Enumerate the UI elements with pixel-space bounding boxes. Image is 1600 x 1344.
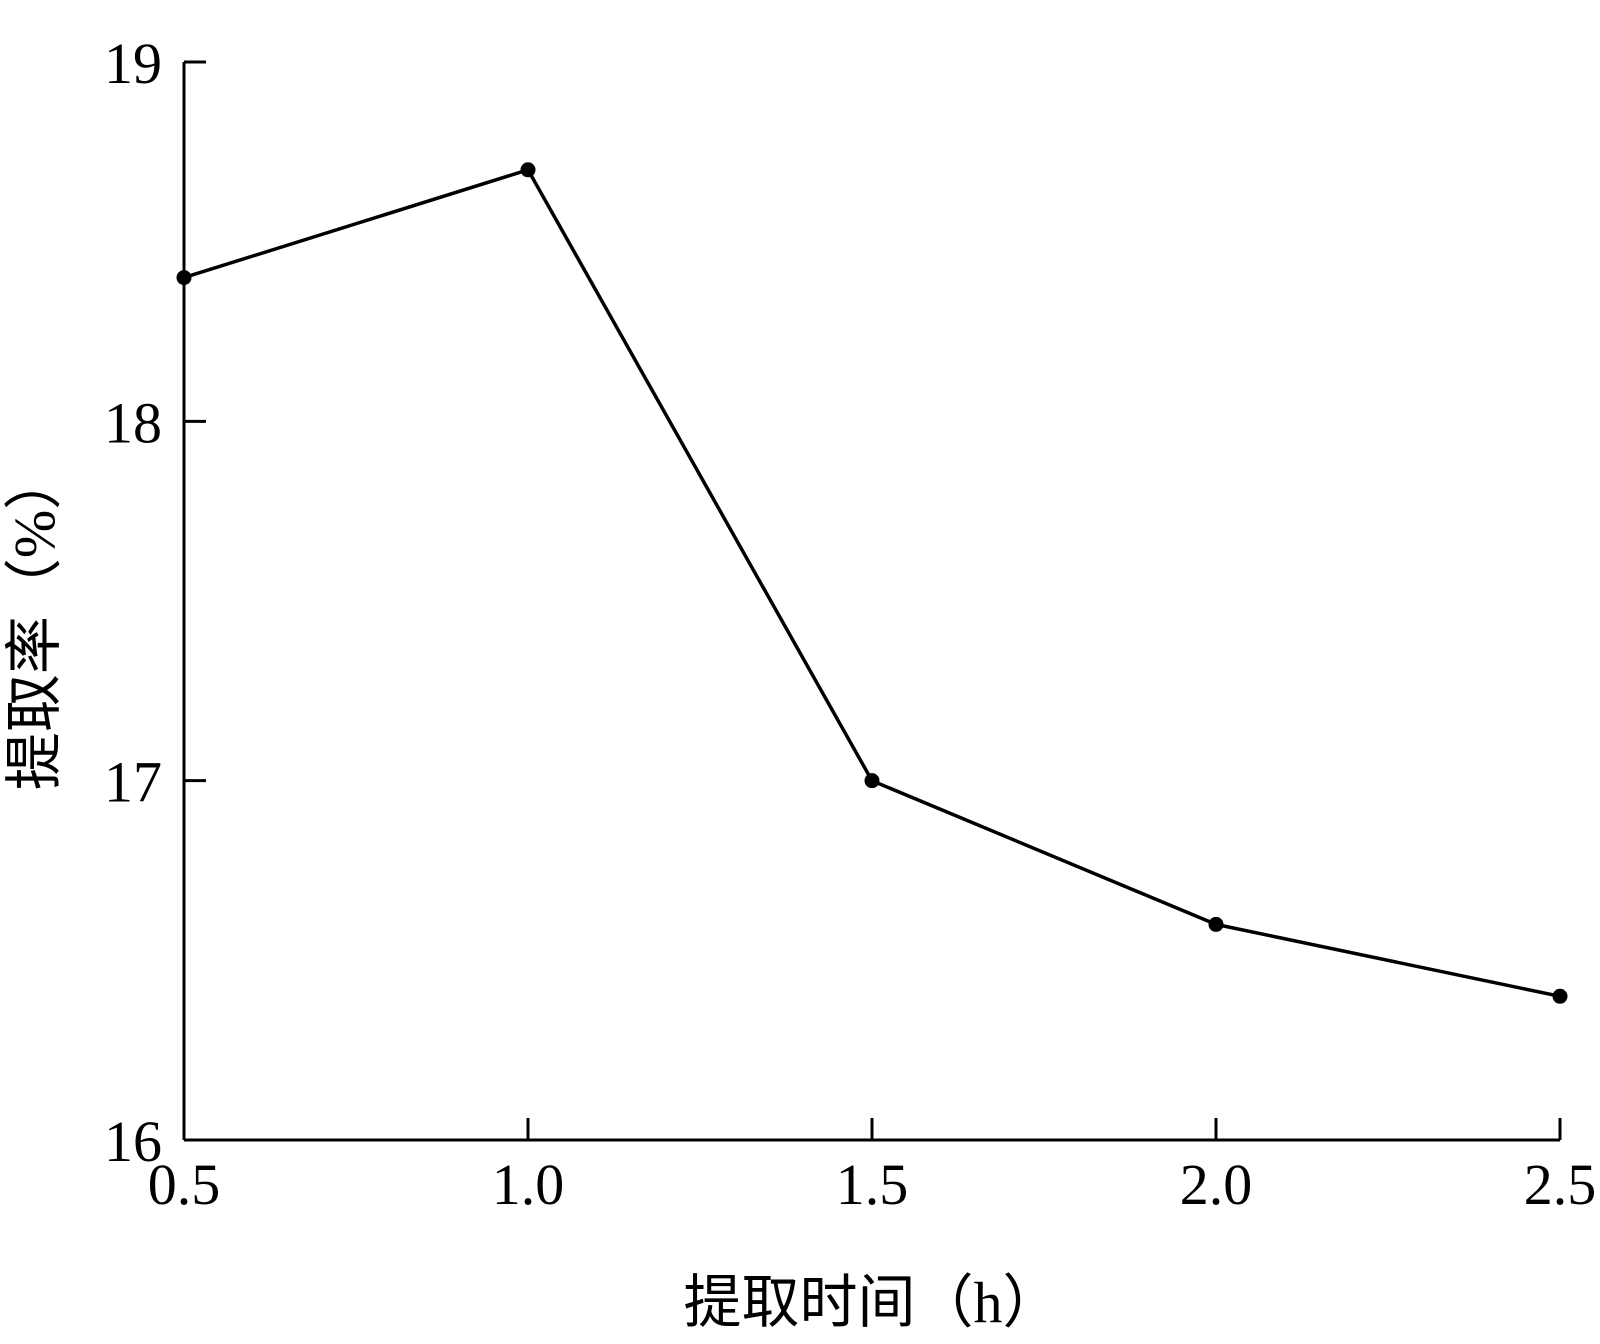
x-tick-label: 2.5	[1524, 1152, 1597, 1217]
axes	[182, 62, 1560, 1142]
y-axis-title: 提取率（%）	[2, 452, 67, 790]
y-tick-label: 17	[104, 750, 162, 815]
data-series	[176, 162, 1568, 1004]
y-tick-label: 19	[104, 31, 162, 96]
y-tick-label: 18	[104, 390, 162, 455]
data-point	[1208, 916, 1224, 932]
data-point	[1552, 988, 1568, 1004]
x-tick-label: 2.0	[1180, 1152, 1253, 1217]
data-point	[176, 270, 192, 286]
x-tick-label: 1.0	[492, 1152, 565, 1217]
series-line	[183, 167, 1561, 999]
x-axis-title: 提取时间（h）	[683, 1270, 1060, 1335]
data-point	[520, 162, 536, 178]
y-tick-label: 16	[104, 1109, 162, 1174]
x-tick-label: 0.5	[148, 1152, 221, 1217]
x-tick-label: 1.5	[836, 1152, 909, 1217]
ticks: 16 17 18 19 0.5 1.0 1.5 2.0 2.5	[104, 31, 1596, 1217]
data-point	[864, 773, 880, 789]
